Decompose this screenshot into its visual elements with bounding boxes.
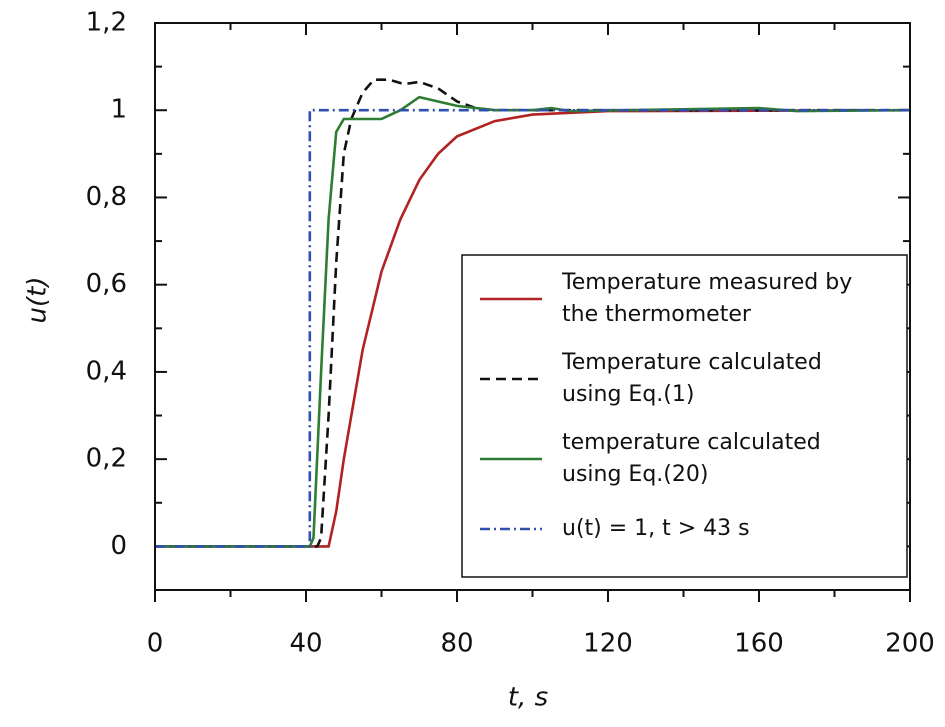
legend-entry: u(t) = 1, t > 43 s xyxy=(562,516,750,541)
y-tick-label: 0,4 xyxy=(86,356,127,386)
legend-label: temperature calculated using Eq.(20) xyxy=(562,430,821,487)
x-axis-label: t, s xyxy=(508,683,548,713)
y-tick-label: 0,6 xyxy=(86,269,127,299)
x-tick-label: 160 xyxy=(734,629,784,659)
x-tick-label: 0 xyxy=(147,629,164,659)
plot-frame xyxy=(154,22,911,591)
legend-label: Temperature measured by the thermometer xyxy=(562,270,853,327)
y-axis-label: u(t) xyxy=(23,277,53,324)
y-tick-label: 1,2 xyxy=(86,8,127,38)
legend-entry: Temperature measured by the thermometer xyxy=(562,270,853,327)
y-tick-label: 1 xyxy=(110,95,127,125)
legend-label: Temperature calculated using Eq.(1) xyxy=(562,350,822,407)
legend-box xyxy=(461,254,908,578)
legend-entry: Temperature calculated using Eq.(1) xyxy=(562,350,822,407)
legend-entry: temperature calculated using Eq.(20) xyxy=(562,430,821,487)
series-line xyxy=(155,78,910,548)
y-tick-label: 0 xyxy=(110,531,127,561)
x-tick-label: 40 xyxy=(289,629,322,659)
x-tick-label: 80 xyxy=(440,629,473,659)
x-tick-label: 120 xyxy=(583,629,633,659)
x-tick-label: 200 xyxy=(885,629,935,659)
y-tick-label: 0,2 xyxy=(86,444,127,474)
legend-label: u(t) = 1, t > 43 s xyxy=(562,516,750,541)
y-tick-label: 0,8 xyxy=(86,182,127,212)
